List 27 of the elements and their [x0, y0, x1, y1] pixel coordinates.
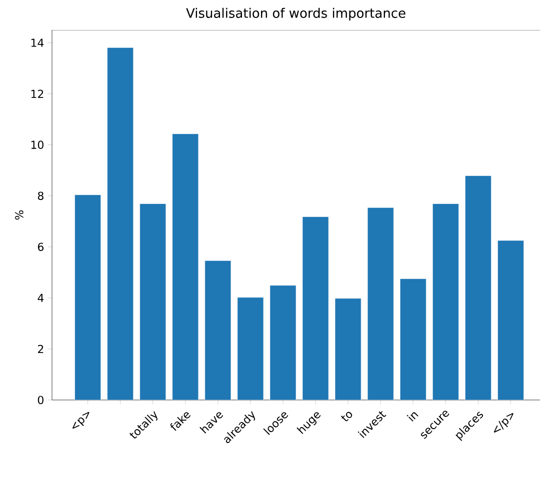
x-tick-label: to	[340, 412, 352, 422]
y-tick-label: 10	[31, 140, 44, 149]
y-tick-label: 2	[38, 344, 44, 354]
bar	[432, 204, 459, 400]
bar	[498, 240, 524, 400]
bar	[140, 204, 166, 400]
x-tick-label: <p>	[72, 412, 90, 429]
bar	[107, 47, 134, 400]
y-axis-title: %	[15, 210, 24, 220]
y-tick-label: 6	[38, 242, 44, 252]
y-tick-label: 8	[38, 192, 44, 200]
bar	[172, 134, 199, 400]
bar	[237, 297, 264, 400]
bar	[334, 298, 362, 400]
bar	[74, 194, 101, 400]
bar	[204, 260, 232, 400]
bar	[400, 278, 426, 400]
bar	[270, 285, 296, 400]
chart-title: Visualisation of words importance	[186, 8, 406, 20]
y-tick-label: 12	[31, 90, 44, 98]
bar	[302, 216, 329, 400]
y-tick-label: 0	[38, 396, 44, 404]
bar	[367, 207, 394, 400]
y-tick-label: 4	[38, 294, 44, 302]
x-tick-label: in	[406, 412, 418, 422]
bar	[465, 176, 492, 400]
y-tick-label: 14	[31, 38, 44, 47]
